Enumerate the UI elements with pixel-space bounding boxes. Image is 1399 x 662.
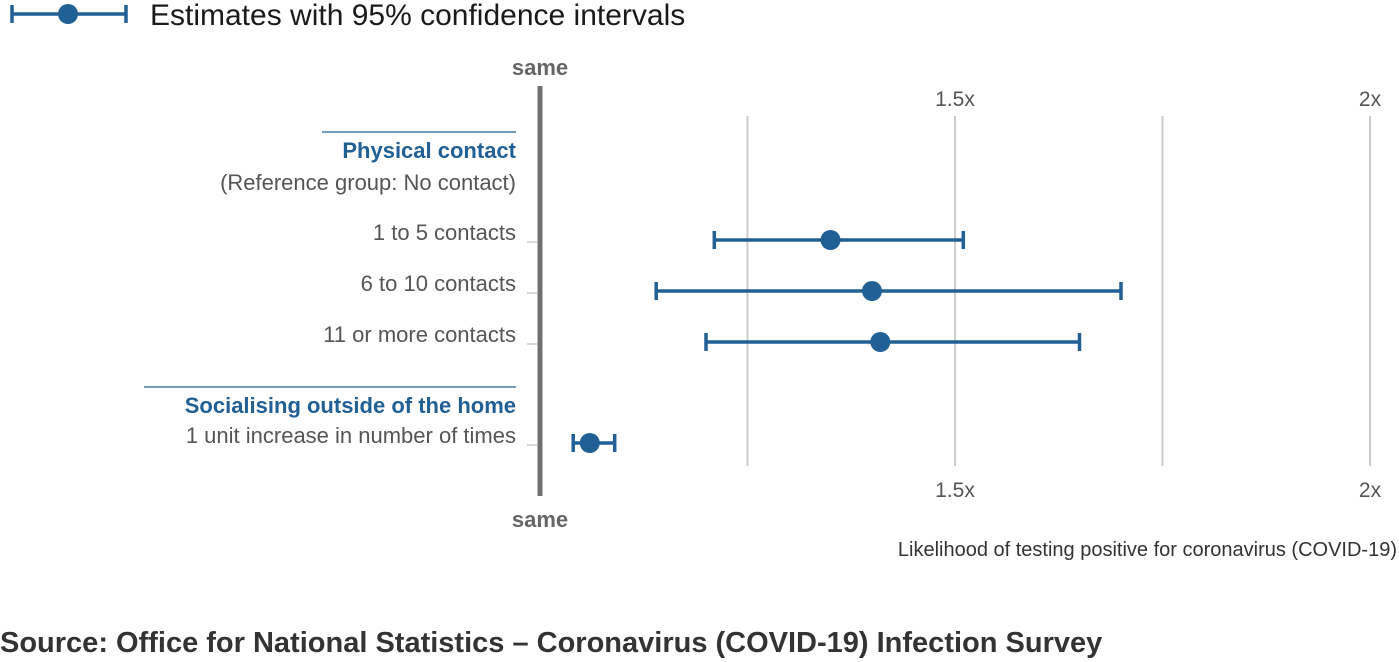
reference-label-bottom: same xyxy=(512,507,568,532)
group-subtitle-0: (Reference group: No contact) xyxy=(220,170,516,195)
group-title-0: Physical contact xyxy=(342,138,516,163)
legend: Estimates with 95% confidence intervals xyxy=(10,0,685,32)
x-tick-label-top-1: 2x xyxy=(1359,88,1382,111)
x-tick-label-top-0: 1.5x xyxy=(935,88,975,111)
source-note: Source: Office for National Statistics –… xyxy=(0,627,1102,659)
row-labels: Physical contact (Reference group: No con… xyxy=(144,131,537,448)
estimate-point-0-0 xyxy=(820,230,841,250)
x-tick-label-bottom-0: 1.5x xyxy=(935,479,975,502)
axis-ticks: 1.5x 1.5x 2x 2x xyxy=(935,88,1381,502)
x-tick-label-bottom-1: 2x xyxy=(1359,479,1382,502)
estimate-point-0-2 xyxy=(870,332,891,352)
row-label-0-2: 11 or more contacts xyxy=(323,322,516,347)
group-title-1: Socialising outside of the home xyxy=(185,393,516,418)
row-label-0-0: 1 to 5 contacts xyxy=(373,220,516,245)
estimate-point-1-0 xyxy=(579,433,600,453)
estimates xyxy=(571,230,1123,453)
legend-label: Estimates with 95% confidence intervals xyxy=(150,0,685,32)
reference-label-top: same xyxy=(512,55,568,80)
x-axis-title: Likelihood of testing positive for coron… xyxy=(898,539,1397,561)
estimate-point-0-1 xyxy=(862,281,882,301)
row-label-0-1: 6 to 10 contacts xyxy=(361,271,516,296)
legend-marker xyxy=(58,4,78,24)
row-label-1-0: 1 unit increase in number of times xyxy=(186,423,516,448)
